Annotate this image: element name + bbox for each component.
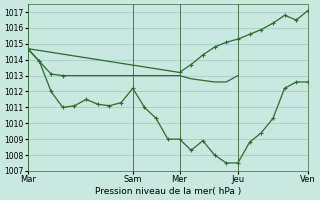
X-axis label: Pression niveau de la mer( hPa ): Pression niveau de la mer( hPa ) (95, 187, 241, 196)
